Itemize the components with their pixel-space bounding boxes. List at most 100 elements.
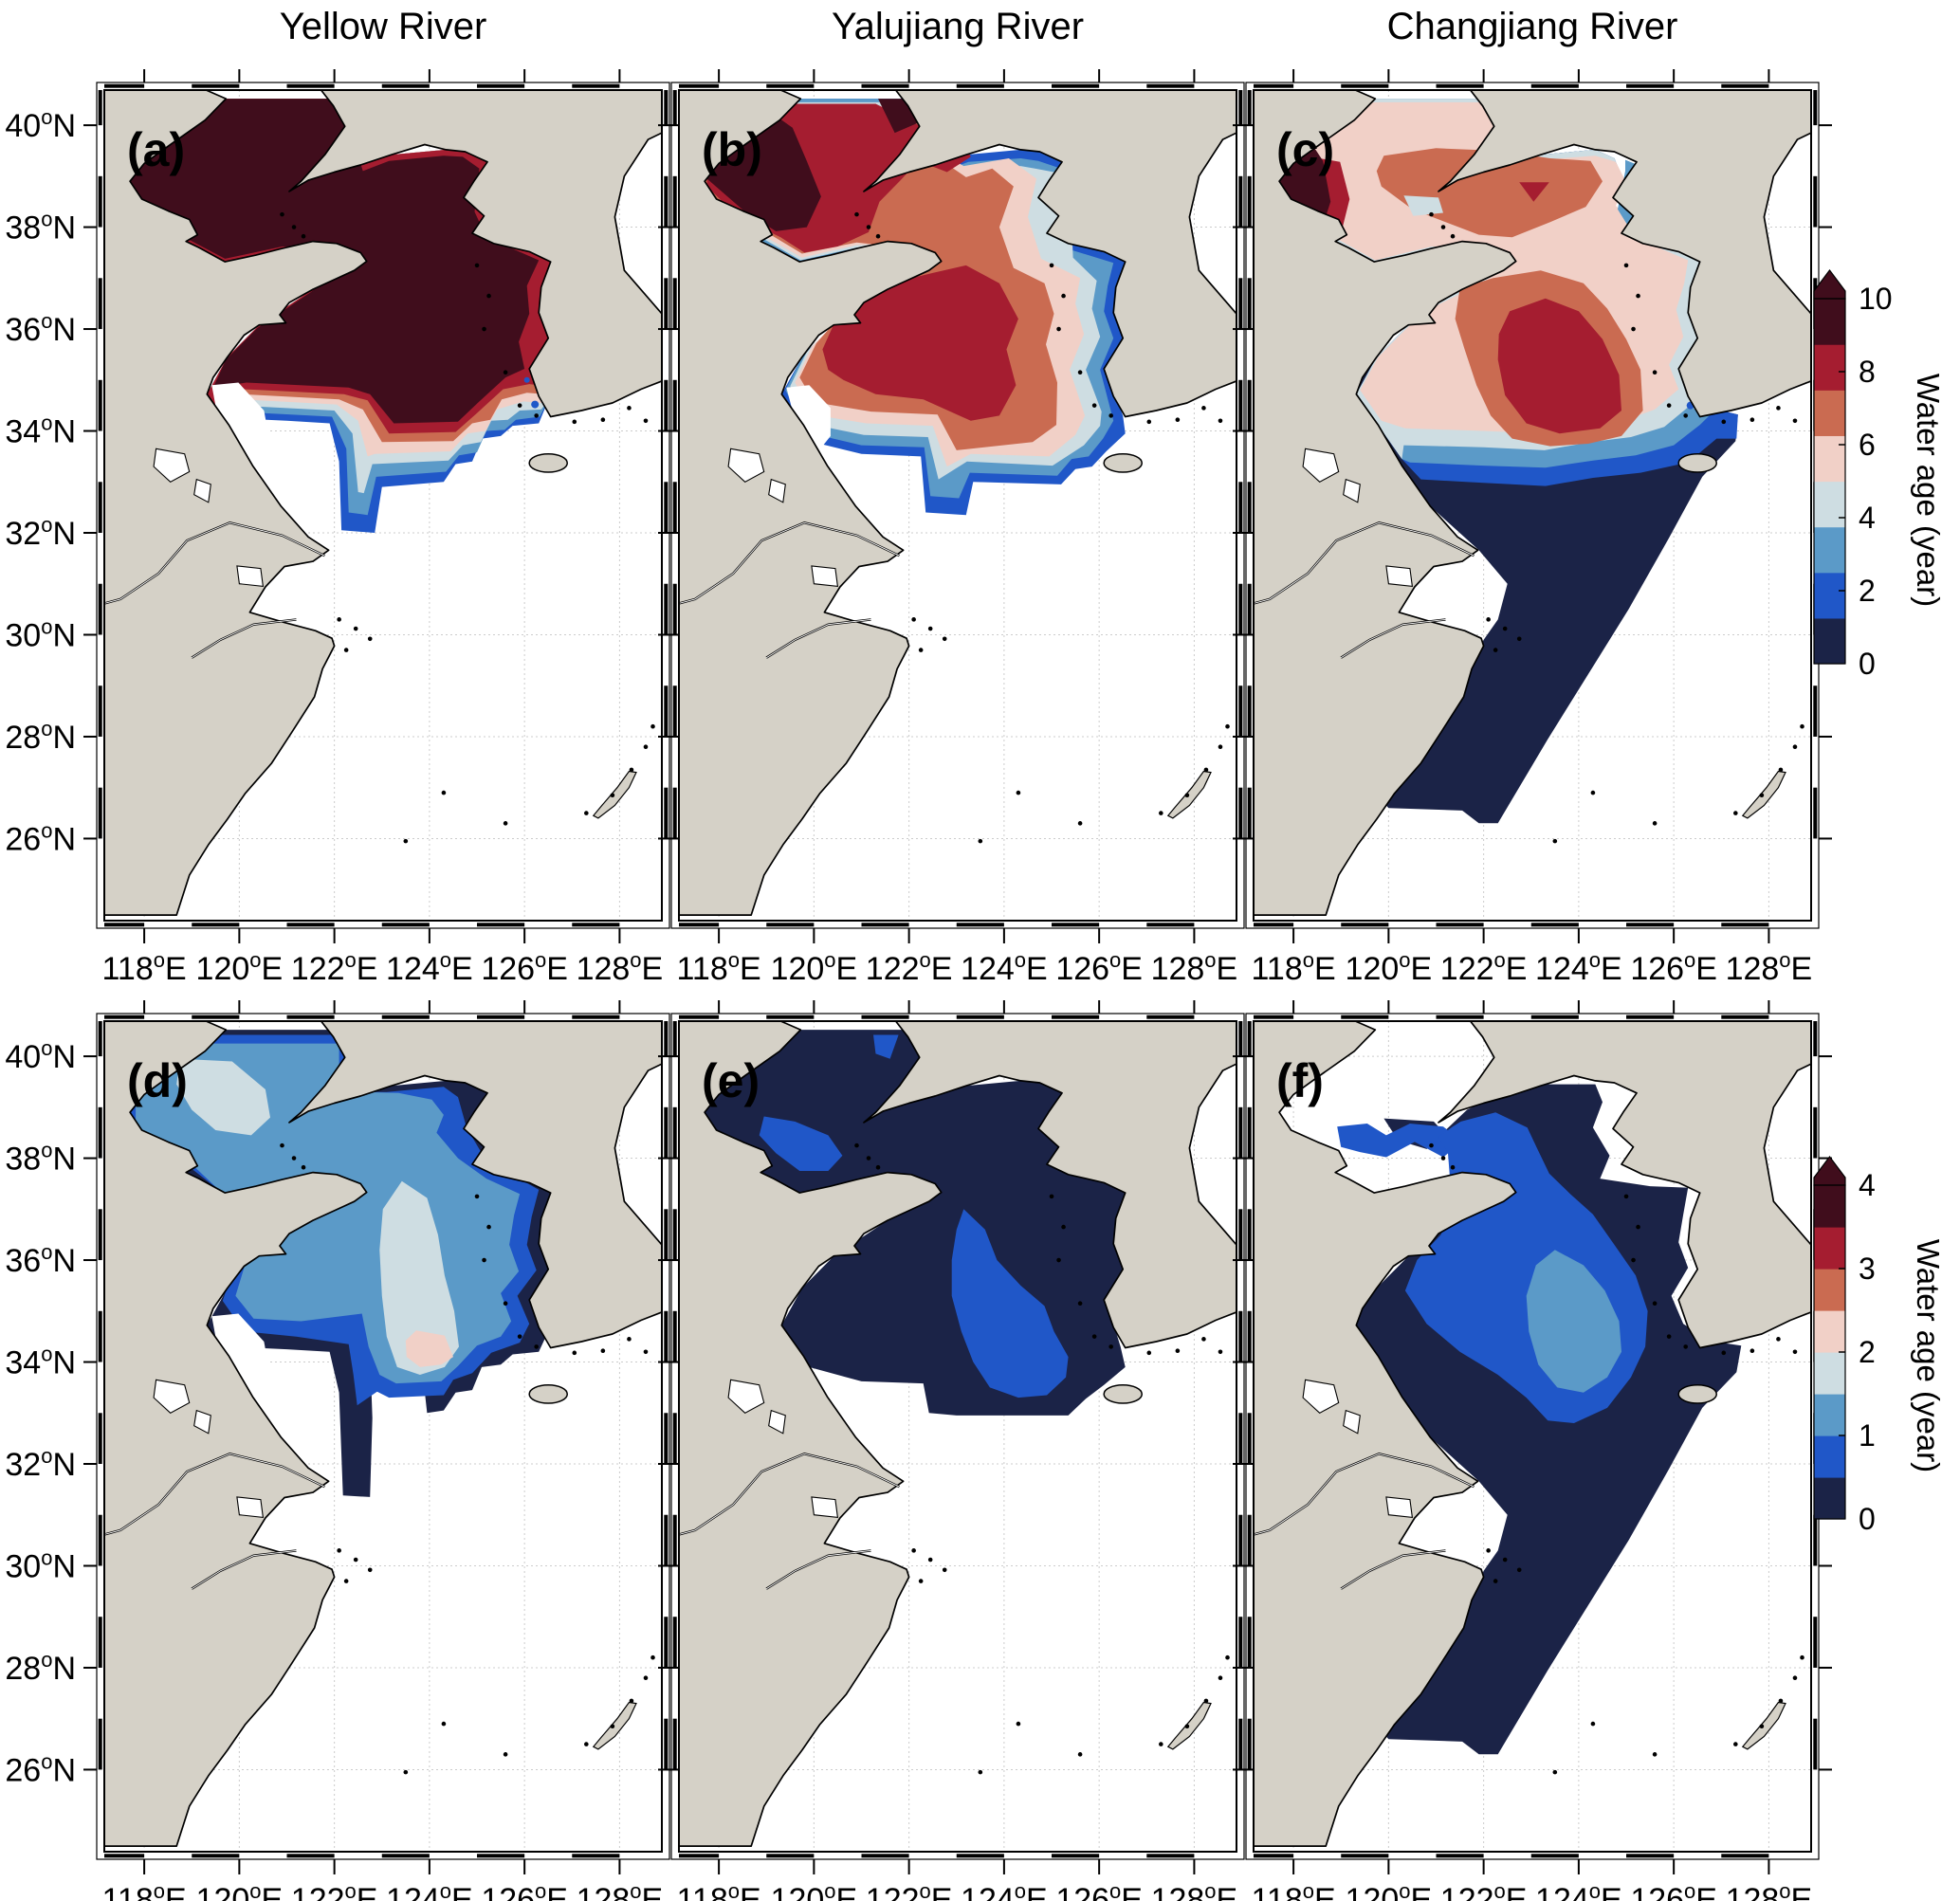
islet: [1016, 1721, 1021, 1727]
panel-letter: (f): [1276, 1054, 1324, 1107]
islet: [1792, 1675, 1798, 1681]
map-content: [679, 1021, 1236, 1852]
islet: [610, 1724, 615, 1729]
x-tick-label: 128oE: [577, 948, 664, 987]
x-tick-label: 118oE: [1252, 1879, 1336, 1901]
islet: [1429, 211, 1434, 217]
islet: [978, 1769, 983, 1775]
islet: [1184, 1724, 1190, 1729]
islet: [1590, 1721, 1596, 1727]
x-tick-label: 126oE: [1055, 1879, 1143, 1901]
islet: [1146, 419, 1152, 425]
y-tick-label: 36oN: [5, 1240, 76, 1279]
map-panel-a: 118oE 120oE 122oE 124oE 126oE 128oE 40oN 38oN 36…: [5, 69, 683, 987]
islet: [1016, 790, 1021, 795]
islet: [627, 406, 632, 411]
islet: [1440, 1156, 1446, 1161]
map-content: [1254, 90, 1811, 921]
islet: [486, 1224, 491, 1230]
islet: [503, 821, 508, 826]
islet: [1590, 790, 1596, 795]
islet: [441, 790, 447, 795]
lake: [811, 565, 839, 588]
x-tick-label: 124oE: [961, 1879, 1048, 1901]
lake: [1343, 478, 1361, 503]
colorbar-segment: [1814, 344, 1845, 391]
landmass: [679, 1021, 943, 1847]
islet: [1502, 626, 1508, 631]
colorbar-tick-label: 0: [1859, 647, 1876, 681]
islet: [584, 1742, 589, 1746]
islet: [1652, 821, 1658, 826]
islet: [1159, 1742, 1163, 1746]
islet: [1623, 263, 1629, 268]
islet: [1225, 1654, 1230, 1660]
islet: [1666, 403, 1672, 408]
x-tick-label: 124oE: [386, 948, 473, 987]
colorbar-tick-label: 8: [1859, 355, 1876, 389]
islet: [441, 1721, 447, 1727]
contour-band: [951, 1209, 1069, 1398]
islet: [1733, 811, 1738, 815]
x-tick-label: 128oE: [577, 1879, 664, 1901]
contour-band: [786, 385, 831, 454]
islet: [584, 811, 589, 815]
y-tick-label: 34oN: [5, 411, 76, 450]
x-tick-label: 126oE: [1630, 1879, 1717, 1901]
y-tick-label: 26oN: [5, 1749, 76, 1788]
contour-band: [1497, 298, 1621, 434]
islet: [629, 767, 634, 773]
islet: [1159, 811, 1163, 815]
islet: [1631, 326, 1636, 332]
colorbar-segment: [1814, 1352, 1845, 1395]
x-tick-label: 128oE: [1726, 948, 1813, 987]
y-tick-label: 32oN: [5, 1444, 76, 1483]
x-tick-label: 128oE: [1151, 1879, 1238, 1901]
y-tick-label: 26oN: [5, 818, 76, 857]
islet: [927, 626, 933, 631]
islet: [1450, 1164, 1456, 1170]
islet: [942, 1567, 947, 1573]
colorbar-tick-label: 4: [1859, 1168, 1876, 1202]
islet: [643, 1675, 649, 1681]
islet: [1201, 1337, 1206, 1342]
landmass: [863, 90, 1236, 418]
landmass: [1438, 90, 1811, 418]
islet: [1056, 326, 1061, 332]
okinawa-island: [1166, 770, 1212, 819]
colorbar-tick-label: 2: [1859, 1335, 1876, 1369]
islet: [1776, 406, 1781, 411]
lake: [768, 1409, 786, 1435]
islet: [343, 648, 349, 652]
islet: [1077, 370, 1083, 375]
landmass: [1438, 1021, 1811, 1349]
islet: [600, 1348, 606, 1353]
islet: [1091, 1334, 1097, 1339]
contour-band: [113, 99, 540, 424]
islet: [517, 403, 522, 408]
colorbar-bottom-title: Water age (year): [1911, 1238, 1946, 1473]
x-tick-label: 122oE: [866, 948, 953, 987]
landmass: [104, 90, 368, 916]
islet: [1792, 418, 1798, 424]
column-title-yellow-river: Yellow River: [279, 6, 487, 47]
contour-band: [211, 1313, 269, 1396]
landmass: [679, 90, 943, 916]
islet: [291, 225, 297, 229]
x-tick-label: 118oE: [102, 948, 187, 987]
islet: [503, 370, 508, 375]
y-tick-label: 30oN: [5, 1545, 76, 1584]
lake: [768, 478, 786, 503]
contour-band: [379, 1180, 459, 1375]
x-tick-label: 124oE: [386, 1879, 473, 1901]
contour-band: [1337, 1124, 1463, 1158]
x-tick-label: 118oE: [677, 948, 761, 987]
islet: [534, 413, 539, 418]
islet: [1493, 648, 1498, 652]
islet: [353, 1557, 358, 1563]
islet: [291, 1156, 297, 1161]
colorbar-segment: [1814, 299, 1845, 345]
colorbar-tick-label: 1: [1859, 1418, 1876, 1453]
islet: [403, 838, 409, 844]
y-tick-label: 34oN: [5, 1343, 76, 1381]
